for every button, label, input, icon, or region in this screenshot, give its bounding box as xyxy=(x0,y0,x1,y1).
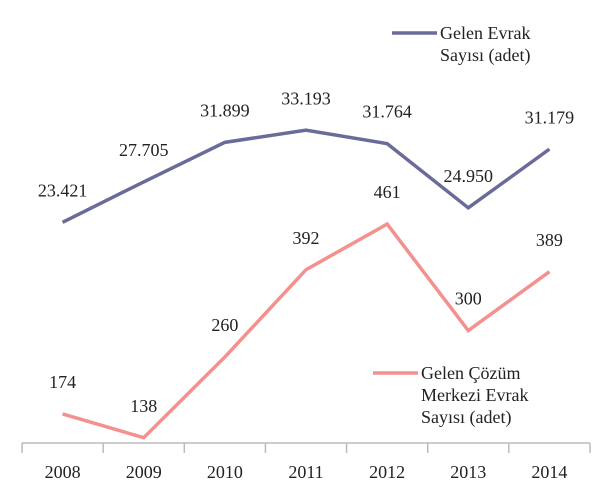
data-label: 461 xyxy=(374,182,401,202)
data-label: 27.705 xyxy=(119,140,169,160)
data-label: 24.950 xyxy=(444,166,494,186)
data-label: 300 xyxy=(455,289,482,309)
x-tick-label: 2012 xyxy=(369,462,405,482)
data-label: 31.179 xyxy=(525,107,575,127)
data-label: 31.899 xyxy=(200,100,250,120)
data-label: 33.193 xyxy=(281,88,331,108)
data-label: 260 xyxy=(211,315,238,335)
x-tick-label: 2013 xyxy=(450,462,486,482)
data-label: 138 xyxy=(130,396,157,416)
data-label: 389 xyxy=(536,230,563,250)
legend-label: Gelen Çözüm Merkezi Evrak Sayısı (adet) xyxy=(421,363,529,427)
data-label: 174 xyxy=(49,372,76,392)
series-line xyxy=(62,221,551,440)
series-line xyxy=(61,128,551,224)
x-tick-label: 2009 xyxy=(126,462,162,482)
data-label: 31.764 xyxy=(362,102,412,122)
x-tick-label: 2011 xyxy=(288,462,323,482)
x-tick-label: 2010 xyxy=(207,462,243,482)
legend-label: Gelen Evrak Sayısı (adet) xyxy=(440,23,531,65)
x-tick-label: 2008 xyxy=(45,462,81,482)
x-tick-label: 2014 xyxy=(531,462,567,482)
data-label: 392 xyxy=(293,228,320,248)
data-label: 23.421 xyxy=(38,180,88,200)
